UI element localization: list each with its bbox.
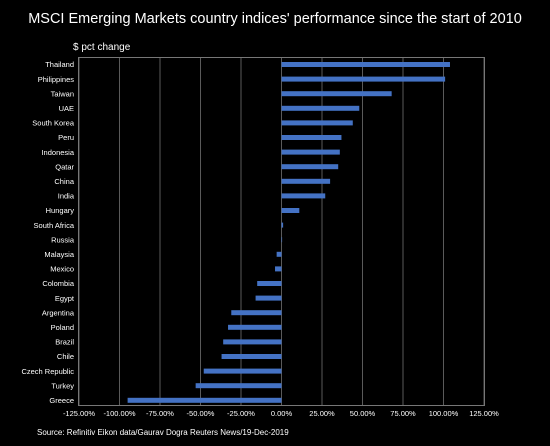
category-label: UAE: [59, 104, 74, 113]
category-label: Taiwan: [51, 89, 74, 98]
bar-egypt: [255, 295, 282, 301]
x-tick-label: 50.00%: [350, 409, 376, 418]
category-label: Thailand: [45, 60, 74, 69]
bar-hungary: [281, 208, 300, 213]
bar-malaysia: [276, 251, 282, 257]
bar-mexico: [275, 266, 282, 272]
category-label: Czech Republic: [21, 367, 74, 376]
category-label: Argentina: [42, 308, 75, 317]
bar-turkey: [195, 383, 282, 389]
category-label: Mexico: [50, 265, 74, 274]
category-label: Turkey: [51, 381, 74, 390]
category-label: Russia: [51, 235, 75, 244]
bar-india: [281, 193, 326, 199]
bar-colombia: [257, 281, 282, 286]
category-label: South Korea: [32, 119, 75, 128]
bar-brazil: [223, 339, 282, 345]
category-label: Poland: [51, 323, 74, 332]
category-label: Chile: [57, 352, 74, 361]
source-note: Source: Refinitiv Eikon data/Gaurav Dogr…: [37, 428, 289, 437]
bar-south-korea: [281, 120, 353, 126]
category-label: Philippines: [38, 75, 75, 84]
x-tick-label: -125.00%: [63, 409, 95, 418]
category-label: Greece: [49, 396, 74, 405]
x-tick-label: -100.00%: [103, 409, 135, 418]
category-label: Egypt: [55, 294, 75, 303]
plot-frame: [78, 57, 485, 406]
bar-argentina: [231, 310, 282, 316]
x-tick-label: 25.00%: [309, 409, 335, 418]
category-label: China: [54, 177, 74, 186]
category-label: Indonesia: [41, 148, 74, 157]
bar-taiwan: [281, 91, 392, 97]
bar-thailand: [281, 62, 450, 67]
category-label: Brazil: [55, 338, 74, 347]
x-tick-labels: -125.00% -100.00% -75.00% -50.00% -25.00% 0.0…: [63, 409, 499, 418]
bars: [127, 62, 450, 403]
bar-russia: [281, 237, 283, 243]
category-labels: Thailand Philippines Taiwan UAE South Korea P…: [21, 60, 74, 405]
bar-uae: [281, 105, 360, 111]
category-label: Qatar: [55, 162, 74, 171]
category-label: India: [58, 192, 75, 201]
bar-south-africa: [281, 222, 284, 228]
x-tick-label: -50.00%: [187, 409, 215, 418]
bar-indonesia: [281, 149, 340, 155]
category-label: Peru: [58, 133, 74, 142]
x-tick-label: 0.00%: [271, 409, 293, 418]
bar-qatar: [281, 164, 339, 170]
category-label: Hungary: [46, 206, 75, 215]
chart-title: MSCI Emerging Markets country indices' p…: [28, 11, 522, 27]
category-label: Colombia: [42, 279, 75, 288]
category-label: Malaysia: [44, 250, 74, 259]
bar-china: [281, 178, 331, 184]
x-tick-label: -75.00%: [146, 409, 174, 418]
bar-greece: [127, 397, 282, 403]
x-tick-label: 75.00%: [390, 409, 416, 418]
category-label: South Africa: [34, 221, 75, 230]
bar-chile: [221, 354, 282, 359]
x-tick-label: 100.00%: [429, 409, 459, 418]
axis-unit-label: $ pct change: [73, 42, 131, 53]
x-tick-label: 125.00%: [469, 409, 499, 418]
bar-philippines: [281, 76, 446, 82]
x-tick-label: -25.00%: [227, 409, 255, 418]
bar-poland: [228, 324, 282, 330]
bar-peru: [281, 135, 342, 140]
bar-czech-republic: [203, 368, 282, 374]
